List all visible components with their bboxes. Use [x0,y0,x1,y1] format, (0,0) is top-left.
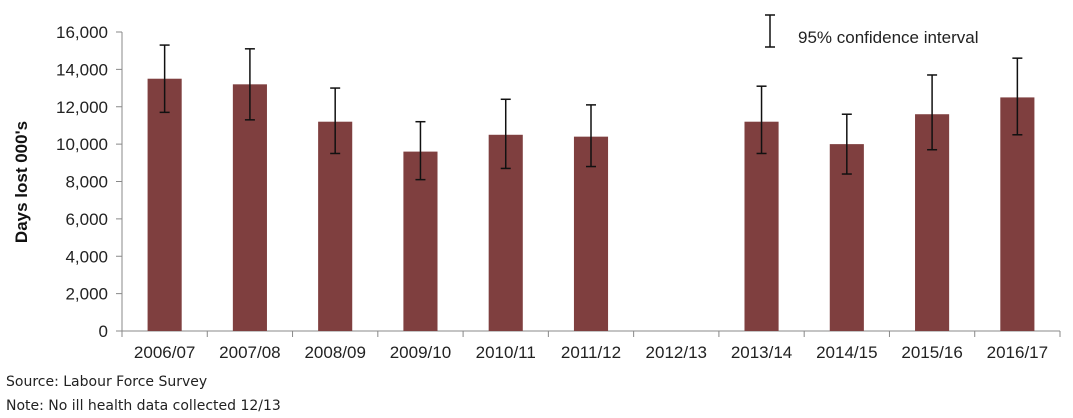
bar-chart: Days lost 000's 0 2,000 4,000 6,000 8,000 10,… [12,14,1061,362]
bar [318,121,353,331]
y-tick-label: 16,000 [56,23,108,42]
y-tick-label: 10,000 [56,135,108,154]
x-tick-label: 2009/10 [390,343,451,362]
y-tick-label: 4,000 [65,247,108,266]
x-tick-label: 2006/07 [134,343,195,362]
y-tick-label: 6,000 [65,210,108,229]
x-tick-label: 2011/12 [561,343,621,362]
y-tick-label: 8,000 [65,173,108,192]
x-tick-label: 2012/13 [646,343,707,362]
source-note: Source: Labour Force Survey [6,374,208,390]
y-axis-label: Days lost 000's [12,121,31,243]
x-axis: 2006/07 2007/08 2008/09 2009/10 2010/11 2011/… [121,330,1061,362]
y-tick-label: 2,000 [65,285,108,304]
bar [573,136,609,331]
x-tick-label: 2008/09 [304,343,365,362]
x-tick-label: 2016/17 [987,343,1048,362]
error-bars [159,44,1023,181]
x-tick-label: 2010/11 [476,343,536,362]
bar [232,84,267,331]
legend-label: 95% confidence interval [798,28,979,47]
legend: 95% confidence interval [765,14,979,48]
y-tick-label: 12,000 [56,98,108,117]
y-tick-label: 0 [99,322,108,341]
bar [1000,97,1035,331]
x-tick-label: 2014/15 [816,343,877,362]
bars [147,78,1035,331]
data-note: Note: No ill health data collected 12/13 [6,398,281,414]
bar [147,78,182,331]
bar [744,121,779,331]
bar [403,151,438,331]
x-tick-label: 2015/16 [901,343,962,362]
bar [829,144,864,331]
x-tick-label: 2007/08 [219,343,280,362]
y-axis: 0 2,000 4,000 6,000 8,000 10,000 12,000 14,000 1… [56,23,123,341]
y-tick-label: 14,000 [56,60,108,79]
x-tick-label: 2013/14 [731,343,792,362]
